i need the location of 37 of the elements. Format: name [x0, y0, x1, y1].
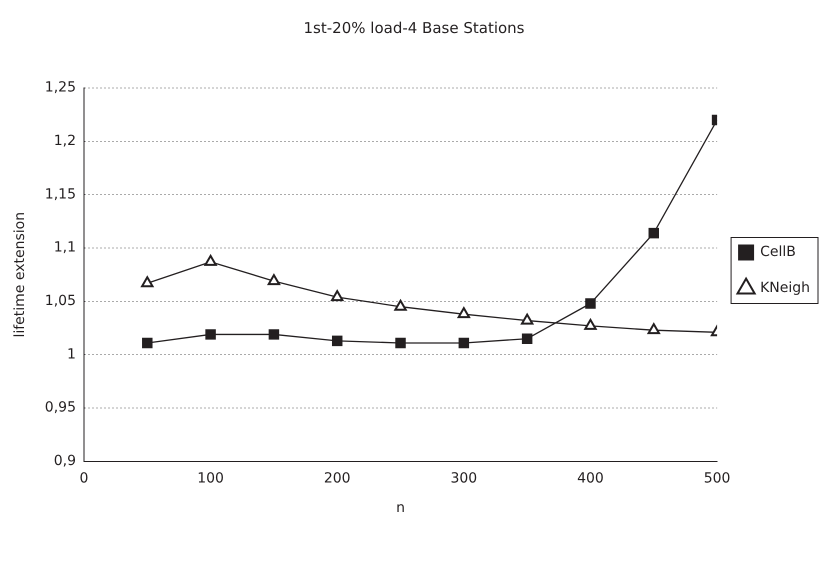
x-tick-label: 500	[704, 470, 730, 486]
point	[331, 290, 344, 302]
y-tick-label: 0,95	[44, 400, 76, 416]
legend-label: KNeigh	[760, 280, 810, 296]
x-tick-label: 400	[577, 470, 604, 486]
x-tick-label: 200	[324, 470, 351, 486]
x-axis-title: n	[396, 500, 405, 516]
chart-title: 1st-20% load-4 Base Stations	[304, 18, 525, 37]
y-tick-label: 1,2	[54, 132, 76, 149]
x-tick-label: 0	[80, 470, 88, 486]
point	[142, 338, 153, 348]
y-tick-label: 1,1	[54, 240, 76, 256]
point	[584, 318, 597, 330]
x-tick-label: 100	[197, 470, 224, 486]
point	[522, 333, 532, 344]
point	[648, 323, 660, 334]
y-tick-label: 1,25	[44, 80, 76, 96]
x-tick-label: 300	[450, 470, 478, 486]
point	[141, 276, 154, 288]
point	[458, 307, 470, 318]
point	[204, 254, 217, 266]
point	[205, 329, 216, 340]
point	[648, 228, 660, 238]
point	[520, 314, 534, 325]
point	[332, 336, 342, 346]
y-tick-label: 1	[67, 346, 76, 362]
point	[394, 300, 407, 311]
y-tick-label: 0,9	[54, 453, 76, 470]
y-tick-label: 1,05	[44, 293, 76, 310]
legend-label: CellB	[760, 244, 796, 260]
point	[268, 329, 280, 340]
point	[458, 338, 470, 348]
point	[395, 338, 406, 348]
point	[268, 274, 280, 286]
point	[585, 298, 596, 309]
y-axis-title: lifetime extension	[12, 212, 28, 338]
y-tick-label: 1,15	[44, 186, 76, 202]
